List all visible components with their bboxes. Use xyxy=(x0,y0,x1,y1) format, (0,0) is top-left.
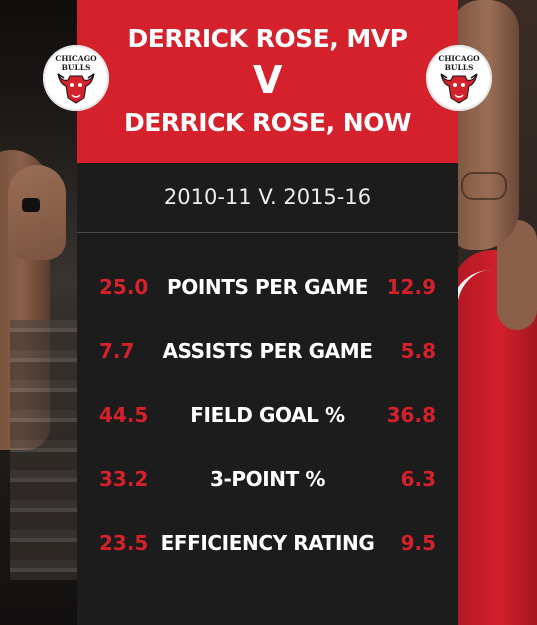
comparison-panel: DERRICK ROSE, MVP V DERRICK ROSE, NOW 20… xyxy=(77,0,458,625)
stat-label: EFFICIENCY RATING xyxy=(160,531,375,555)
stat-label: POINTS PER GAME xyxy=(167,275,368,299)
stat-mvp-value: 7.7 xyxy=(99,339,135,363)
stat-now-value: 9.5 xyxy=(400,531,436,555)
versus-label: V xyxy=(253,58,282,102)
seasons-label: 2010-11 V. 2015-16 xyxy=(163,185,372,209)
logo-text-line2: BULLS xyxy=(62,63,91,72)
stat-row-three-point: 33.2 3-POINT % 6.3 xyxy=(77,461,458,497)
stat-row-points: 25.0 POINTS PER GAME 12.9 xyxy=(77,269,458,305)
bulls-logo-icon: CHICAGO BULLS xyxy=(55,54,97,104)
title-now: DERRICK ROSE, NOW xyxy=(123,108,412,137)
divider xyxy=(77,232,458,233)
stats-body: 2010-11 V. 2015-16 25.0 POINTS PER GAME … xyxy=(77,163,458,625)
stat-mvp-value: 44.5 xyxy=(99,403,149,427)
stat-mvp-value: 23.5 xyxy=(99,531,149,555)
stat-now-value: 6.3 xyxy=(400,467,436,491)
stat-label: ASSISTS PER GAME xyxy=(162,339,373,363)
stat-now-value: 12.9 xyxy=(386,275,436,299)
header-banner: DERRICK ROSE, MVP V DERRICK ROSE, NOW xyxy=(77,0,458,163)
title-mvp: DERRICK ROSE, MVP xyxy=(127,24,408,53)
stat-now-value: 5.8 xyxy=(400,339,436,363)
logo-text-line1: CHICAGO xyxy=(438,54,480,63)
logo-text-line2: BULLS xyxy=(445,63,474,72)
stat-label: FIELD GOAL % xyxy=(190,403,345,427)
stat-row-efficiency: 23.5 EFFICIENCY RATING 9.5 xyxy=(77,525,458,561)
stat-row-field-goal: 44.5 FIELD GOAL % 36.8 xyxy=(77,397,458,433)
stat-row-assists: 7.7 ASSISTS PER GAME 5.8 xyxy=(77,333,458,369)
bulls-logo-icon: CHICAGO BULLS xyxy=(438,54,480,104)
stat-label: 3-POINT % xyxy=(209,467,326,491)
stat-mvp-value: 25.0 xyxy=(99,275,149,299)
bulls-logo-left: CHICAGO BULLS xyxy=(43,45,109,111)
stat-now-value: 36.8 xyxy=(386,403,436,427)
bulls-logo-right: CHICAGO BULLS xyxy=(426,45,492,111)
stat-mvp-value: 33.2 xyxy=(99,467,149,491)
logo-text-line1: CHICAGO xyxy=(55,54,97,63)
